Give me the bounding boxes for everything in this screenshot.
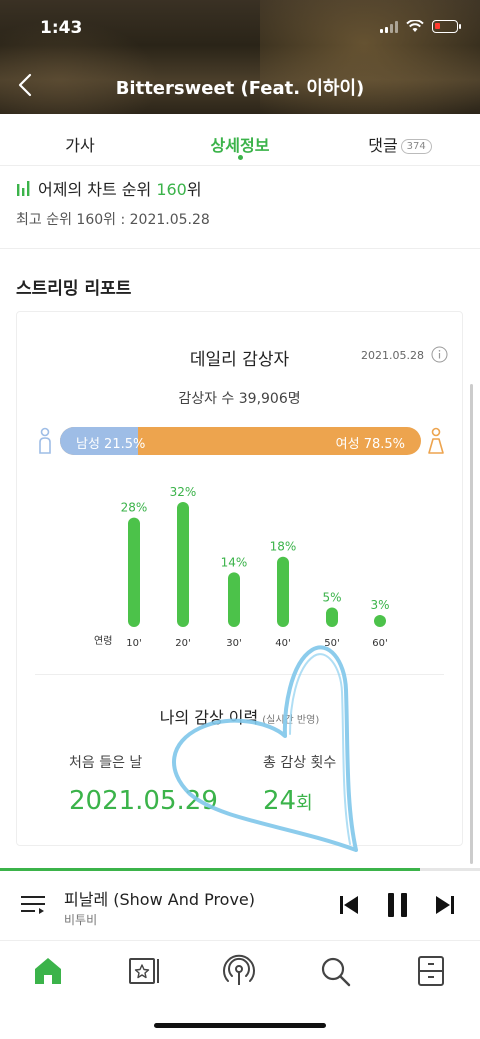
- section-title: 스트리밍 리포트: [16, 279, 132, 299]
- tab-lyrics[interactable]: 가사: [65, 136, 95, 155]
- search-icon[interactable]: [318, 954, 352, 988]
- chart-rank: 어제의 차트 순위 160위: [16, 176, 202, 200]
- age-bar-5: [374, 615, 386, 627]
- first-listen-label: 처음 들은 날: [69, 755, 143, 771]
- female-ratio-label: 여성 78.5%: [335, 437, 405, 452]
- header-background: [0, 0, 480, 114]
- age-bar-value-1: 32%: [170, 485, 197, 499]
- male-ratio-fill: [60, 427, 138, 455]
- home-indicator: [154, 1023, 326, 1028]
- divider: [0, 248, 480, 249]
- age-category-1: 20': [175, 638, 190, 649]
- age-bar-value-3: 18%: [270, 540, 297, 554]
- total-plays-value: 24회: [263, 786, 313, 816]
- active-tab-dot: [237, 155, 243, 160]
- status-time: 1:43: [40, 18, 83, 38]
- age-category-5: 60': [372, 638, 387, 649]
- wifi-icon: [406, 20, 424, 32]
- history-subtitle: (실시간 반영): [262, 715, 320, 726]
- library-icon[interactable]: [127, 954, 161, 988]
- playback-progress[interactable]: [0, 868, 480, 871]
- bottom-navigation: [0, 942, 480, 1002]
- mini-player[interactable]: 피날레 (Show And Prove) 비투비: [0, 871, 480, 941]
- female-icon: [428, 427, 444, 454]
- back-button[interactable]: [14, 70, 38, 100]
- daily-listeners-title: 데일리 감상자: [189, 350, 290, 370]
- age-category-3: 40': [275, 638, 290, 649]
- streaming-report-card: 데일리 감상자 2021.05.28 감상자 수 39,906명 남성 21.5…: [16, 311, 463, 846]
- first-listen-value: 2021.05.29: [69, 786, 218, 816]
- age-bar-4: [326, 607, 338, 627]
- listener-count: 감상자 수 39,906명: [178, 391, 301, 407]
- age-bar-value-4: 5%: [322, 590, 341, 604]
- age-category-0: 10': [126, 638, 141, 649]
- age-bar-1: [177, 502, 189, 627]
- storage-icon[interactable]: [414, 954, 448, 988]
- battery-icon: [432, 20, 461, 33]
- playlist-icon[interactable]: [20, 893, 46, 917]
- age-bar-3: [277, 556, 289, 627]
- male-icon: [39, 427, 51, 454]
- age-bar-value-0: 28%: [121, 501, 148, 515]
- age-axis-label: 연령: [94, 635, 112, 647]
- tab-details[interactable]: 상세정보: [160, 114, 320, 165]
- report-date: 2021.05.28: [361, 349, 424, 362]
- age-category-4: 50': [324, 638, 339, 649]
- next-button[interactable]: [435, 894, 455, 916]
- male-ratio-label: 남성 21.5%: [76, 437, 146, 452]
- age-category-2: 30': [226, 638, 241, 649]
- page-title: Bittersweet (Feat. 이하이): [115, 78, 365, 99]
- age-bar-value-5: 3%: [370, 598, 389, 612]
- best-rank: 최고 순위 160위 : 2021.05.28: [16, 212, 210, 228]
- progress-fill: [0, 868, 420, 871]
- now-playing-artist: 비투비: [64, 913, 98, 927]
- chart-bars-icon: [17, 181, 30, 196]
- info-icon[interactable]: [431, 346, 448, 363]
- age-bar-chart: 연령 28% 10' 32% 20' 14% 30' 18% 40' 5% 50' 3% 60': [94, 485, 390, 649]
- previous-button[interactable]: [339, 894, 359, 916]
- total-plays-label: 총 감상 횟수: [263, 755, 337, 771]
- age-bar-value-2: 14%: [221, 555, 248, 569]
- chart-rank-number: 160: [156, 180, 187, 199]
- tab-bar: 가사 상세정보 댓글 374: [0, 114, 480, 166]
- gender-ratio-bar: 남성 21.5% 여성 78.5%: [60, 427, 421, 455]
- signal-icon: [380, 20, 398, 33]
- pause-button[interactable]: [386, 892, 410, 918]
- scrollbar[interactable]: [470, 384, 473, 864]
- history-title: 나의 감상 이력 (실시간 반영): [159, 708, 320, 727]
- age-bar-2: [228, 572, 240, 627]
- comment-count-badge: 374: [400, 139, 432, 154]
- age-bar-0: [128, 517, 140, 627]
- status-icons: [380, 20, 461, 33]
- now-playing-title: 피날레 (Show And Prove): [64, 890, 256, 909]
- card-divider: [35, 674, 444, 675]
- radio-icon[interactable]: [222, 954, 256, 988]
- tab-comments[interactable]: 댓글 374: [320, 114, 480, 165]
- home-icon[interactable]: [31, 954, 65, 988]
